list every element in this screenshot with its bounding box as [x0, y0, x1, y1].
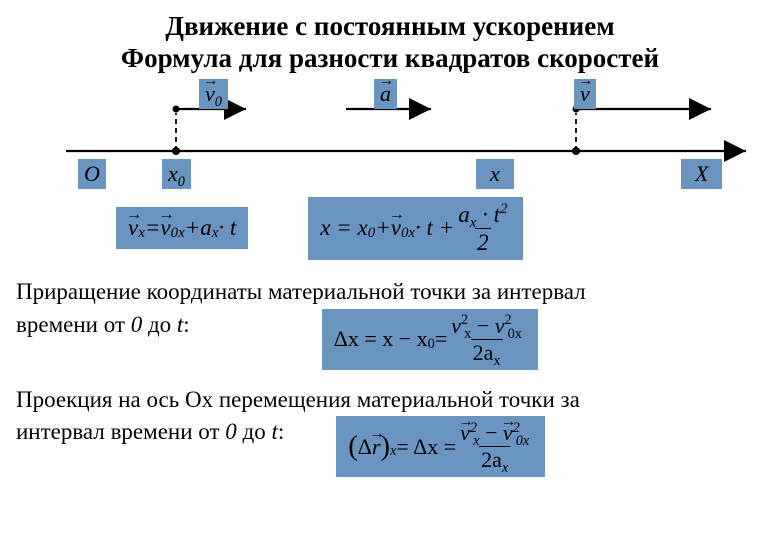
- paragraph-2-line-2: интервал времени от 0 до t:: [16, 418, 284, 447]
- paragraph-2-row: интервал времени от 0 до t: (Δr)x = Δx =…: [16, 416, 764, 477]
- title-line-1: Движение с постоянным ускорением: [165, 11, 614, 41]
- formula-row: vx = v0x + ax · t x = x0 + v0x · t + ax …: [116, 197, 764, 260]
- formula-delta-r: (Δr)x = Δx = v2x − v20x 2ax: [336, 416, 545, 477]
- label-x: x: [476, 159, 514, 189]
- paragraph-1-line-1: Приращение координаты материальной точки…: [16, 278, 764, 307]
- label-X-axis: X: [681, 159, 722, 189]
- label-v0-vector: v0: [199, 79, 228, 109]
- motion-diagram: v0 a v O x0 x X: [16, 79, 764, 189]
- label-O: O: [78, 159, 106, 189]
- paragraph-1-line-2: времени от 0 до t:: [16, 311, 190, 340]
- label-x0: x0: [162, 159, 191, 189]
- label-a-vector: a: [374, 79, 397, 109]
- label-v-vector: v: [574, 79, 596, 109]
- paragraph-2-line-1: Проекция на ось Ox перемещения материаль…: [16, 386, 764, 415]
- paragraph-1-row: времени от 0 до t: Δx = x − x0 = v2x − v…: [16, 309, 764, 370]
- formula-delta-x: Δx = x − x0 = v2x − v20x 2ax: [322, 309, 538, 370]
- formula-xt: x = x0 + v0x · t + ax · t2 2: [308, 197, 523, 260]
- title-line-2: Формула для разности квадратов скоростей: [121, 43, 659, 73]
- formula-vx: vx = v0x + ax · t: [116, 207, 248, 249]
- physics-slide: Движение с постоянным ускорением Формула…: [0, 0, 780, 540]
- slide-title: Движение с постоянным ускорением Формула…: [16, 10, 764, 75]
